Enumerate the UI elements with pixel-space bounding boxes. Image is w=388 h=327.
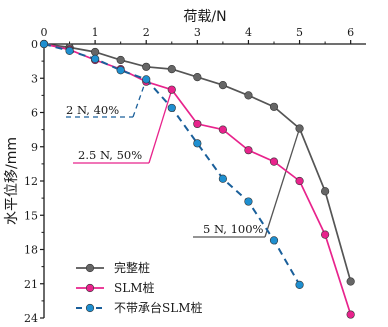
annotation-label: 2.5 N, 50% — [78, 148, 142, 162]
x-tick-label: 5 — [296, 26, 303, 39]
series-layer — [39, 39, 355, 319]
data-point — [218, 80, 227, 90]
y-tick-label: 6 — [31, 107, 38, 120]
data-point — [193, 139, 202, 148]
y-tick-label: 3 — [31, 72, 38, 85]
data-point — [218, 125, 227, 134]
data-point — [295, 280, 304, 289]
legend-label: 不带承台SLM桩 — [114, 300, 202, 315]
data-point — [269, 236, 279, 245]
x-tick-label: 0 — [41, 26, 48, 39]
annotation-label: 5 N, 100% — [203, 222, 264, 236]
data-point — [39, 39, 49, 49]
annotation-leader — [148, 89, 173, 164]
annotation-leader — [132, 79, 147, 118]
data-point — [116, 55, 125, 65]
x-tick-label: 2 — [143, 26, 150, 39]
y-tick-label: 24 — [24, 312, 38, 325]
x-tick-label: 6 — [347, 26, 354, 39]
x-tick-label: 3 — [194, 26, 201, 39]
data-point — [321, 230, 330, 239]
data-point — [244, 91, 253, 100]
annotations: 2 N, 40% 2.5 N, 50% 5 N, 100% — [66, 79, 301, 238]
data-point — [244, 146, 253, 155]
legend-marker — [85, 303, 95, 313]
data-point — [193, 73, 202, 82]
legend-label: SLM桩 — [114, 280, 154, 295]
data-point — [91, 54, 100, 63]
x-axis-title: 荷载/N — [183, 9, 226, 25]
data-point — [65, 46, 74, 55]
legend-marker — [85, 263, 95, 273]
data-point — [167, 85, 176, 94]
series-line-2 — [43, 43, 301, 286]
data-point — [269, 102, 279, 111]
data-point — [295, 124, 304, 133]
data-point — [321, 187, 330, 196]
data-point — [91, 47, 100, 57]
data-point — [142, 62, 151, 71]
y-tick-label: 12 — [24, 175, 38, 188]
y-tick-label: 15 — [24, 209, 38, 222]
y-tick-label: 0 — [31, 38, 38, 51]
annotation-label: 2 N, 40% — [66, 103, 119, 117]
data-point — [346, 310, 355, 319]
y-tick-label: 21 — [24, 278, 38, 291]
data-point — [167, 65, 176, 74]
series-line-1 — [43, 43, 352, 315]
data-point — [218, 174, 227, 183]
x-tick-label: 4 — [245, 26, 252, 39]
data-point — [269, 157, 279, 166]
legend-marker — [85, 283, 95, 293]
annotation-leader — [264, 128, 301, 238]
data-point — [193, 119, 202, 129]
data-point — [244, 197, 253, 206]
data-point — [142, 75, 151, 84]
y-tick-label: 18 — [24, 244, 38, 257]
y-axis-title: 水平位移/mm — [4, 137, 20, 225]
data-point — [116, 66, 125, 75]
data-point — [346, 277, 355, 286]
data-point — [167, 103, 176, 113]
y-tick-label: 9 — [31, 141, 38, 154]
data-point — [295, 176, 304, 186]
x-tick-label: 1 — [92, 26, 99, 39]
legend-label: 完整桩 — [114, 260, 150, 275]
